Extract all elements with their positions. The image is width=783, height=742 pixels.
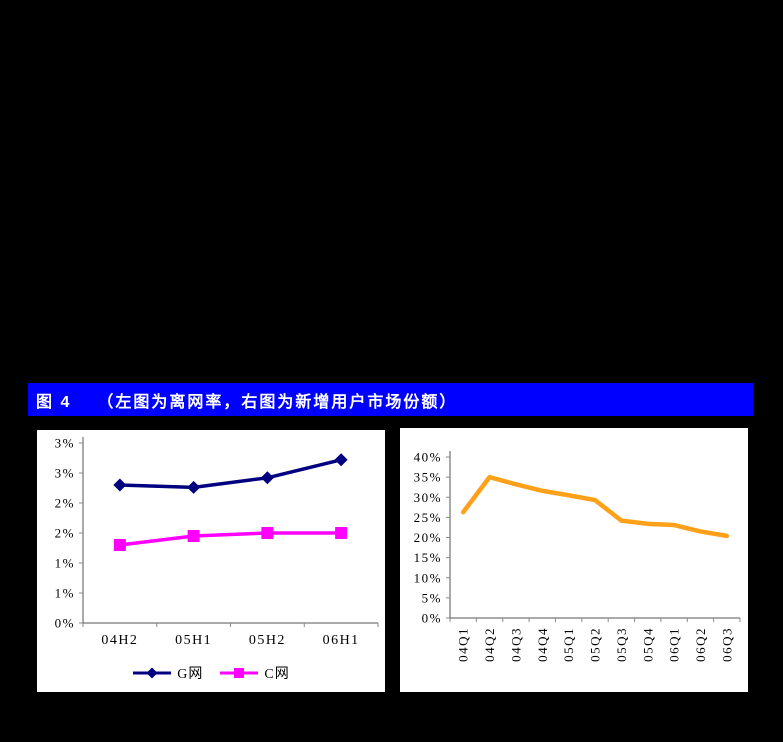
x-category-label: 06H1 [323,633,360,648]
y-tick-label: 3% [55,436,75,451]
square-marker [187,530,200,542]
y-tick-label: 20% [414,530,442,545]
legend-item: G网 [132,663,203,683]
x-category-label: 05H1 [175,633,212,648]
churn-rate-chart-panel: 0% 1% 1% 2% 2% 3% 3% 04H2 05H1 05H2 06H1 G网 C网 [37,430,385,692]
series-line-1 [118,531,343,547]
figure-label: 图 4 [36,393,72,411]
x-category-label: 04Q2 [482,627,497,662]
diamond-marker [113,478,127,492]
square-marker [113,539,126,551]
y-tick-label: 2% [55,496,75,511]
legend-label: G网 [177,667,204,682]
y-tick-label: 3% [55,466,75,481]
y-tick-label: 1% [55,586,75,601]
legend-item: C网 [219,663,289,683]
square-marker [335,527,348,539]
figure-title: （左图为离网率，右图为新增用户市场份额） [97,393,458,411]
x-category-label: 05Q4 [640,627,655,662]
x-category-label: 04Q4 [535,627,550,662]
x-category-label: 06Q1 [667,627,682,662]
y-tick-label: 40% [414,450,442,465]
figure-caption-bar: 图 4 （左图为离网率，右图为新增用户市场份额） [28,383,753,416]
x-category-label: 04Q1 [456,627,471,662]
diamond-marker [260,471,274,485]
diamond-marker [334,453,348,467]
y-tick-label: 15% [414,550,442,565]
chart-legend: G网 C网 [37,663,385,683]
x-category-label: 05Q1 [561,627,576,662]
market-share-chart-panel: 0% 5% 10% 15% 20% 25% 30% 35% 40% 04Q1 04Q2 04Q3 04Q… [400,428,748,692]
y-tick-label: 35% [414,470,442,485]
new-user-market-share-chart: 0% 5% 10% 15% 20% 25% 30% 35% 40% 04Q1 04Q2 04Q3 04Q… [414,450,741,662]
y-tick-label: 0% [422,611,442,626]
x-category-label: 04Q3 [508,627,523,662]
churn-rate-chart: 0% 1% 1% 2% 2% 3% 3% 04H2 05H1 05H2 06H1 [55,436,379,648]
y-tick-label: 30% [414,490,442,505]
x-category-label: 06Q3 [719,627,734,662]
legend-label: C网 [264,667,290,682]
square-legend-swatch [220,668,259,678]
y-tick-label: 10% [414,570,442,585]
y-tick-label: 1% [55,556,75,571]
y-tick-label: 25% [414,510,442,525]
diamond-marker [187,480,201,494]
y-tick-label: 2% [55,526,75,541]
x-category-label: 05Q2 [588,627,603,662]
x-category-label: 05Q3 [614,627,629,662]
square-marker [234,668,245,678]
y-tick-label: 0% [55,616,75,631]
diamond-legend-swatch [133,667,172,679]
series-line-0 [460,474,730,539]
x-category-label: 06Q2 [693,627,708,662]
x-category-label: 04H2 [101,633,138,648]
diamond-marker [146,667,158,679]
series-line-0 [118,458,343,490]
x-category-label: 05H2 [249,633,286,648]
y-tick-label: 5% [422,590,442,605]
square-marker [261,527,274,539]
